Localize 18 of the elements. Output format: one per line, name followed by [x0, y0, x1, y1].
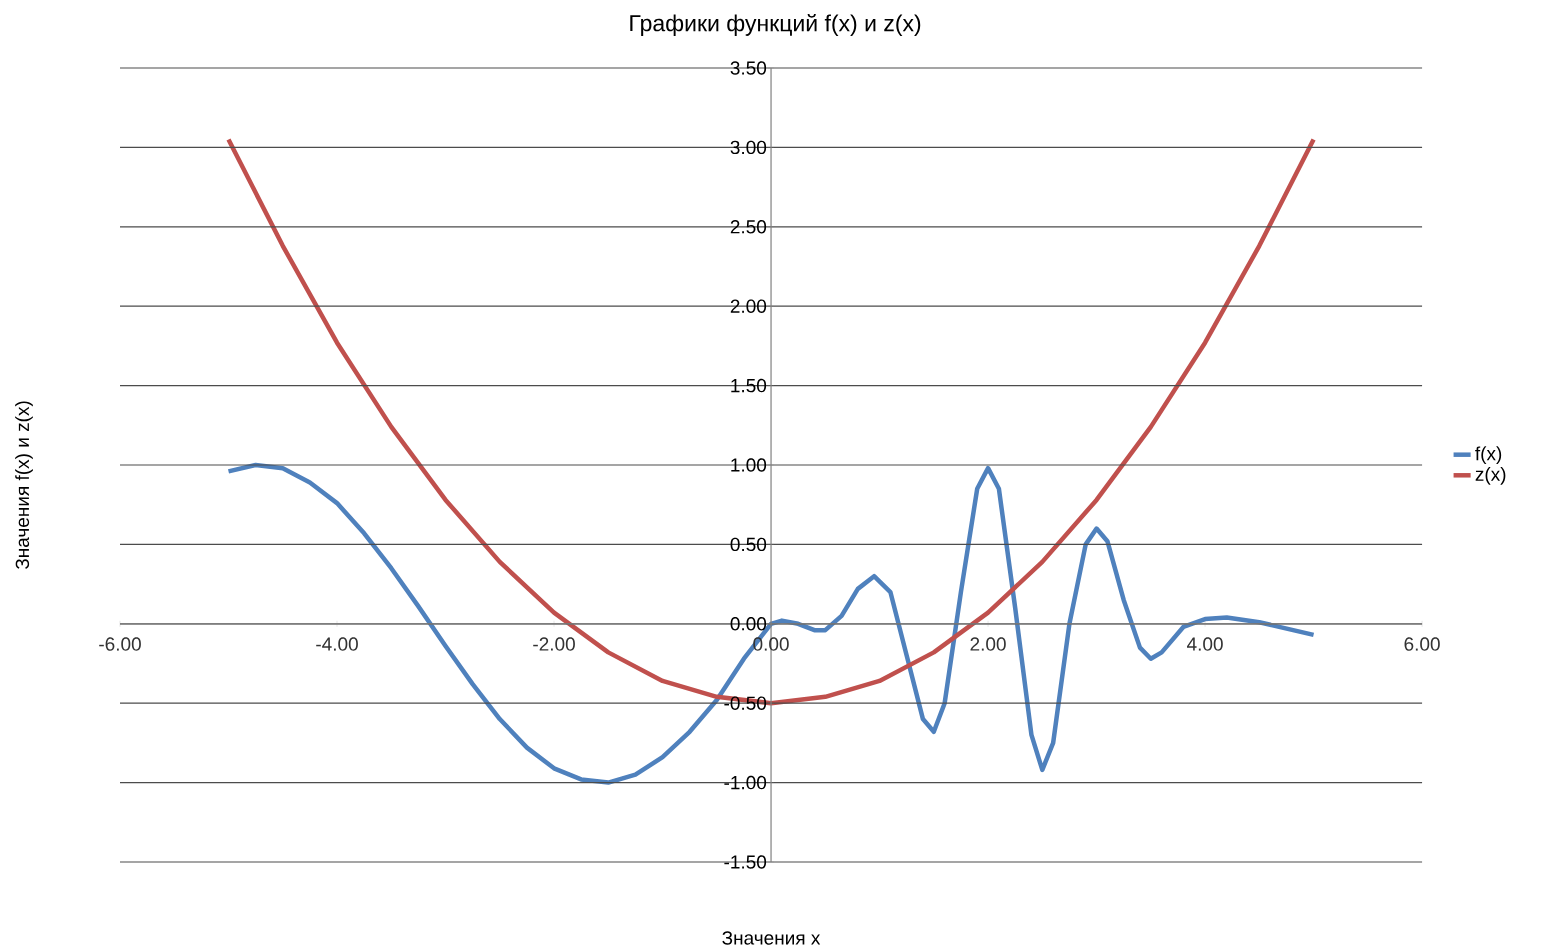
x-tick-label: 6.00: [1404, 637, 1440, 651]
y-tick-label: 2.50: [730, 220, 767, 234]
x-tick-label: -6.00: [99, 637, 141, 651]
y-axis-title: Значения f(x) и z(x): [15, 401, 33, 570]
x-tick-label: -2.00: [533, 637, 575, 651]
x-tick-label: 2.00: [970, 637, 1006, 651]
legend-label: z(x): [1475, 466, 1506, 485]
x-axis-title: Значения x: [722, 931, 821, 945]
legend-label: f(x): [1475, 446, 1502, 465]
y-tick-label: -0.50: [724, 696, 767, 710]
y-tick-label: 2.00: [730, 299, 767, 313]
y-tick-label: 0.00: [730, 617, 767, 631]
y-tick-label: 1.00: [731, 458, 767, 472]
y-tick-label: 3.50: [730, 61, 767, 75]
y-tick-label: -1.50: [724, 855, 767, 869]
x-tick-label: -4.00: [316, 637, 358, 651]
x-tick-label: 4.00: [1187, 637, 1223, 651]
chart-title: Графики функций f(x) и z(x): [630, 14, 921, 36]
